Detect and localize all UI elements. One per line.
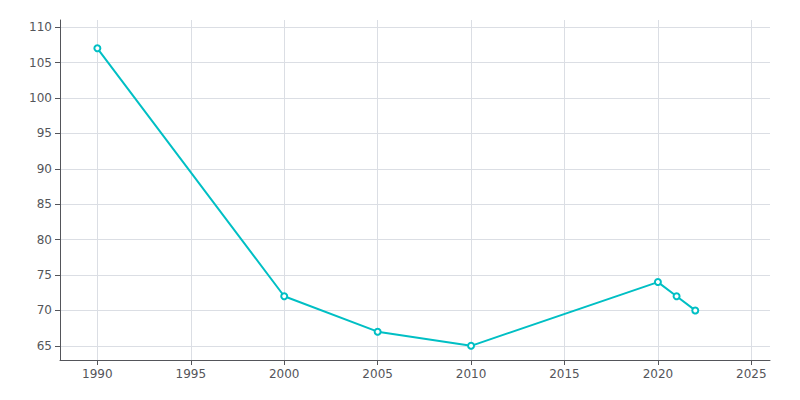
- svg-text:95: 95: [37, 126, 52, 140]
- svg-text:105: 105: [29, 56, 52, 70]
- svg-text:1990: 1990: [82, 367, 113, 381]
- svg-text:100: 100: [29, 91, 52, 105]
- svg-text:90: 90: [37, 162, 52, 176]
- svg-text:70: 70: [37, 303, 52, 317]
- svg-text:2015: 2015: [549, 367, 580, 381]
- svg-text:65: 65: [37, 339, 52, 353]
- svg-text:75: 75: [37, 268, 52, 282]
- svg-text:110: 110: [29, 20, 52, 34]
- svg-text:2010: 2010: [456, 367, 487, 381]
- svg-text:2025: 2025: [736, 367, 767, 381]
- svg-text:2000: 2000: [269, 367, 300, 381]
- svg-text:2020: 2020: [643, 367, 674, 381]
- svg-text:80: 80: [37, 233, 52, 247]
- svg-text:2005: 2005: [362, 367, 393, 381]
- svg-text:85: 85: [37, 197, 52, 211]
- svg-text:1995: 1995: [176, 367, 207, 381]
